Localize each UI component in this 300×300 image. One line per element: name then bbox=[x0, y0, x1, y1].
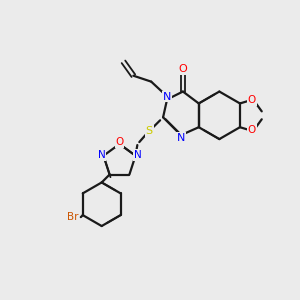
Text: N: N bbox=[163, 92, 171, 101]
Text: N: N bbox=[134, 150, 141, 160]
Text: O: O bbox=[178, 64, 187, 74]
Text: O: O bbox=[116, 137, 124, 147]
Text: N: N bbox=[98, 150, 105, 160]
Text: O: O bbox=[248, 125, 256, 135]
Text: O: O bbox=[248, 95, 256, 106]
Text: Br: Br bbox=[67, 212, 79, 222]
Text: N: N bbox=[177, 133, 185, 143]
Text: S: S bbox=[146, 126, 153, 136]
